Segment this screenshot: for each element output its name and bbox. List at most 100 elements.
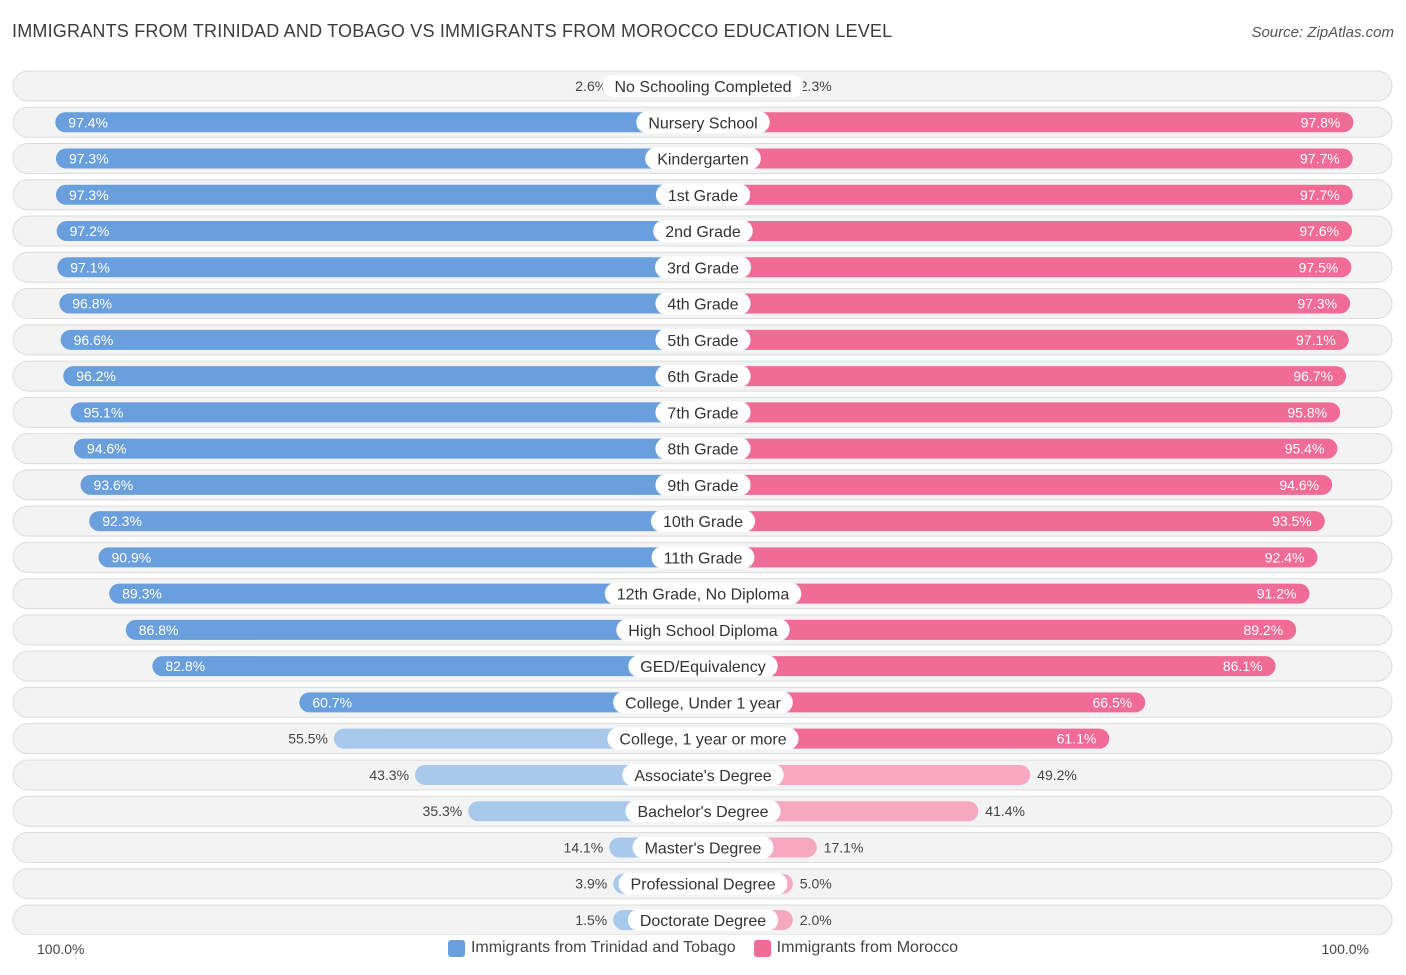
category-label: 2nd Grade (665, 224, 741, 241)
value-label-trinidad: 92.3% (102, 513, 142, 529)
value-label-trinidad: 82.8% (165, 658, 205, 674)
bar-morocco (703, 619, 1297, 640)
bar-morocco (703, 728, 1110, 749)
value-label-morocco: 97.8% (1301, 114, 1341, 130)
category-pill (655, 183, 751, 206)
value-label-morocco: 97.6% (1299, 223, 1339, 239)
value-label-morocco: 66.5% (1093, 694, 1133, 710)
bar-trinidad (152, 656, 703, 677)
value-label-morocco: 41.4% (985, 803, 1025, 819)
category-label: Associate's Degree (634, 768, 771, 785)
legend-swatch-morocco (753, 939, 771, 957)
bar-morocco (703, 547, 1318, 568)
value-label-morocco: 2.3% (800, 78, 832, 94)
category-label: No Schooling Completed (615, 79, 792, 96)
axis-right-label: 100.0% (1321, 941, 1369, 957)
value-label-morocco: 96.7% (1293, 368, 1333, 384)
bar-trinidad (55, 112, 704, 133)
category-label: College, 1 year or more (619, 732, 786, 749)
chart-canvas: 2.6% 2.3% No Schooling Completed 97.4% 97.8%… (12, 70, 1393, 935)
value-label-trinidad: 97.1% (70, 259, 110, 275)
category-label: Kindergarten (657, 152, 749, 169)
category-label: 10th Grade (663, 514, 743, 531)
value-label-trinidad: 60.7% (312, 694, 352, 710)
category-pill (655, 437, 751, 460)
value-label-trinidad: 43.3% (369, 767, 409, 783)
bar-trinidad (299, 692, 703, 713)
bar-morocco (703, 583, 1310, 604)
value-label-morocco: 94.6% (1279, 477, 1319, 493)
category-pill (655, 401, 751, 424)
value-label-trinidad: 95.1% (84, 404, 124, 420)
category-pill (604, 582, 802, 605)
category-label: 11th Grade (664, 550, 743, 567)
category-label: Doctorate Degree (640, 913, 766, 930)
value-label-trinidad: 96.2% (76, 368, 116, 384)
chart-title: IMMIGRANTS FROM TRINIDAD AND TOBAGO VS I… (12, 21, 893, 41)
value-label-trinidad: 97.3% (69, 151, 109, 167)
value-label-trinidad: 97.2% (70, 223, 110, 239)
legend-label-morocco: Immigrants from Morocco (776, 939, 959, 956)
bar-trinidad (59, 293, 703, 314)
category-pill (651, 546, 755, 569)
bar-trinidad (70, 402, 703, 423)
value-label-morocco: 61.1% (1057, 731, 1097, 747)
bar-trinidad (80, 474, 703, 495)
category-pill (607, 727, 799, 750)
legend-item-trinidad: Immigrants from Trinidad and Tobago (447, 939, 736, 957)
value-label-morocco: 89.2% (1243, 622, 1283, 638)
category-label: 1st Grade (668, 188, 738, 205)
category-pill (645, 147, 761, 170)
category-label: 6th Grade (667, 369, 738, 386)
bar-morocco (703, 112, 1354, 133)
category-label: 3rd Grade (667, 260, 739, 277)
value-label-trinidad: 93.6% (94, 477, 134, 493)
value-label-trinidad: 1.5% (575, 912, 607, 928)
value-label-trinidad: 90.9% (112, 549, 152, 565)
value-label-morocco: 95.8% (1287, 404, 1327, 420)
category-pill (627, 908, 779, 931)
value-label-morocco: 93.5% (1272, 513, 1312, 529)
bar-morocco (703, 293, 1351, 314)
value-label-morocco: 95.4% (1285, 441, 1325, 457)
bar-morocco (703, 257, 1352, 278)
bar-morocco (703, 184, 1353, 205)
value-label-trinidad: 3.9% (575, 876, 607, 892)
bar-morocco (703, 366, 1347, 387)
legend-label-trinidad: Immigrants from Trinidad and Tobago (470, 939, 736, 956)
bar-morocco (703, 402, 1341, 423)
category-label: College, Under 1 year (625, 695, 781, 712)
category-pill (625, 800, 781, 823)
bar-morocco (703, 221, 1353, 242)
value-label-trinidad: 89.3% (122, 586, 162, 602)
value-label-morocco: 5.0% (800, 876, 832, 892)
category-pill (654, 256, 752, 279)
value-label-trinidad: 94.6% (87, 441, 127, 457)
value-label-trinidad: 97.4% (68, 114, 108, 130)
category-pill (655, 365, 751, 388)
category-label: 9th Grade (667, 478, 738, 495)
bar-morocco (703, 656, 1276, 677)
value-label-morocco: 49.2% (1037, 767, 1077, 783)
value-label-morocco: 97.7% (1300, 151, 1340, 167)
source-label: Source: ZipAtlas.com (1251, 24, 1394, 41)
value-label-trinidad: 35.3% (423, 803, 463, 819)
category-pill (632, 836, 774, 859)
bar-morocco (703, 764, 1031, 785)
category-label: 5th Grade (667, 333, 738, 350)
value-label-morocco: 17.1% (824, 839, 864, 855)
category-label: Master's Degree (645, 840, 762, 857)
value-label-trinidad: 14.1% (564, 839, 604, 855)
value-label-morocco: 97.1% (1296, 332, 1336, 348)
bar-trinidad (55, 148, 703, 169)
category-pill (602, 75, 804, 97)
category-label: Bachelor's Degree (637, 804, 768, 821)
category-pill (655, 292, 751, 315)
value-label-trinidad: 96.8% (72, 296, 112, 312)
value-label-morocco: 86.1% (1223, 658, 1263, 674)
category-label: High School Diploma (628, 623, 778, 640)
bar-trinidad (125, 619, 703, 640)
bar-trinidad (63, 366, 703, 387)
bar-morocco (703, 438, 1338, 459)
category-pill (628, 655, 778, 678)
